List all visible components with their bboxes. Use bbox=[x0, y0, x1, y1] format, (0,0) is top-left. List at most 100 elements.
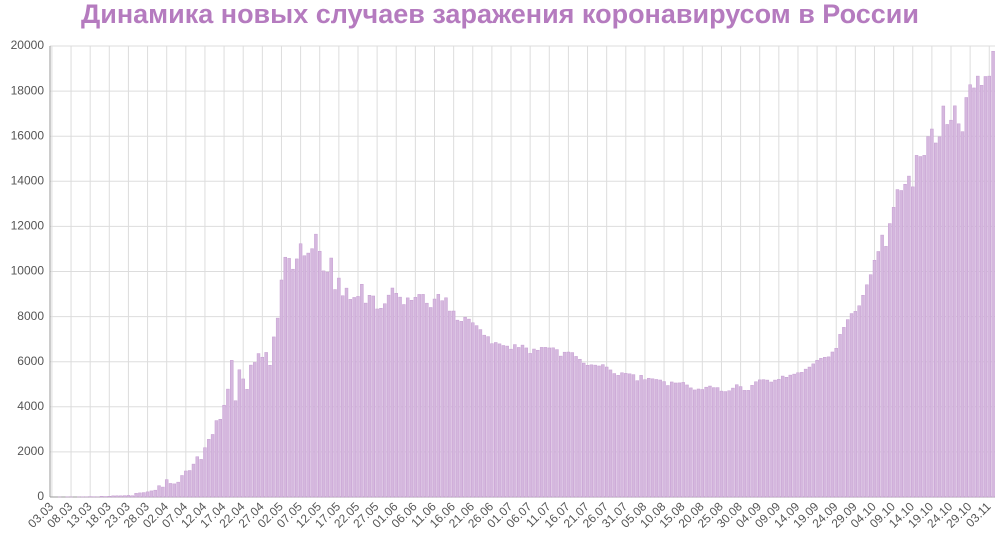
bar bbox=[311, 249, 314, 497]
bar bbox=[422, 294, 425, 497]
bar bbox=[567, 352, 570, 497]
bar bbox=[682, 382, 685, 497]
bar bbox=[402, 305, 405, 497]
bar bbox=[391, 288, 394, 497]
bar bbox=[797, 373, 800, 497]
bar bbox=[578, 359, 581, 497]
bar bbox=[276, 318, 279, 497]
bar bbox=[590, 365, 593, 497]
bar bbox=[318, 251, 321, 497]
bar bbox=[184, 471, 187, 497]
bar bbox=[720, 391, 723, 497]
bar bbox=[211, 434, 214, 497]
bar bbox=[961, 132, 964, 497]
bar bbox=[291, 269, 294, 497]
bar bbox=[372, 296, 375, 497]
bar bbox=[376, 309, 379, 497]
bar bbox=[544, 347, 547, 497]
bar bbox=[249, 365, 252, 497]
bar bbox=[399, 297, 402, 497]
bar bbox=[712, 388, 715, 497]
bar bbox=[425, 303, 428, 497]
bar bbox=[793, 374, 796, 497]
bar bbox=[131, 496, 134, 497]
bar bbox=[418, 294, 421, 497]
y-tick-label: 6000 bbox=[17, 354, 44, 368]
y-tick-label: 10000 bbox=[11, 264, 45, 278]
bar bbox=[230, 360, 233, 497]
bar bbox=[716, 388, 719, 497]
bar bbox=[701, 390, 704, 497]
bar bbox=[827, 357, 830, 497]
bar bbox=[873, 260, 876, 497]
bar bbox=[774, 380, 777, 497]
bar bbox=[506, 346, 509, 497]
bar bbox=[379, 308, 382, 497]
bar bbox=[862, 295, 865, 497]
bar bbox=[969, 85, 972, 497]
bar bbox=[200, 459, 203, 497]
bar bbox=[303, 256, 306, 497]
bar bbox=[674, 383, 677, 497]
bar bbox=[467, 319, 470, 497]
bar bbox=[487, 337, 490, 497]
bar bbox=[571, 353, 574, 497]
bar bbox=[552, 348, 555, 497]
bar bbox=[269, 365, 272, 497]
bar bbox=[349, 299, 352, 497]
bar bbox=[965, 97, 968, 497]
bar bbox=[154, 490, 157, 497]
bar bbox=[666, 385, 669, 497]
bar bbox=[693, 390, 696, 497]
bar bbox=[563, 352, 566, 497]
bar bbox=[942, 106, 945, 497]
bar bbox=[226, 389, 229, 497]
bar bbox=[953, 106, 956, 497]
chart-title: Динамика новых случаев заражения коронав… bbox=[81, 0, 919, 29]
bar bbox=[934, 143, 937, 497]
bar bbox=[930, 129, 933, 497]
bar bbox=[643, 380, 646, 497]
y-tick-label: 0 bbox=[37, 489, 44, 503]
bar bbox=[219, 419, 222, 497]
bar bbox=[689, 388, 692, 497]
bar bbox=[253, 362, 256, 497]
bar bbox=[594, 365, 597, 497]
bar bbox=[686, 385, 689, 497]
bar bbox=[479, 330, 482, 497]
bar bbox=[854, 311, 857, 497]
bar bbox=[831, 352, 834, 497]
bar bbox=[521, 345, 524, 497]
bar bbox=[341, 296, 344, 497]
bar bbox=[919, 157, 922, 497]
bar bbox=[747, 390, 750, 497]
y-tick-label: 20000 bbox=[11, 38, 45, 52]
bar bbox=[705, 387, 708, 497]
bar bbox=[605, 367, 608, 497]
bar bbox=[739, 387, 742, 497]
bar bbox=[525, 348, 528, 497]
bar bbox=[257, 354, 260, 497]
bar bbox=[540, 347, 543, 497]
bar bbox=[946, 124, 949, 497]
bar bbox=[364, 303, 367, 497]
bar bbox=[877, 251, 880, 497]
bar bbox=[559, 356, 562, 497]
bar bbox=[846, 320, 849, 497]
bar bbox=[586, 365, 589, 497]
bar bbox=[900, 191, 903, 497]
y-tick-label: 18000 bbox=[11, 83, 45, 97]
bar bbox=[142, 493, 145, 497]
bar bbox=[609, 370, 612, 497]
bar bbox=[781, 376, 784, 497]
bar bbox=[238, 370, 241, 497]
bar bbox=[272, 337, 275, 497]
bar bbox=[655, 379, 658, 497]
bar bbox=[177, 482, 180, 497]
bar bbox=[299, 244, 302, 497]
bar bbox=[135, 493, 138, 497]
bar bbox=[395, 293, 398, 497]
bar bbox=[138, 493, 141, 497]
bar bbox=[724, 392, 727, 497]
